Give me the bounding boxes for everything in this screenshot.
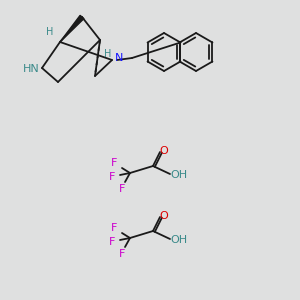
Text: F: F	[119, 249, 125, 259]
Text: H: H	[104, 49, 112, 59]
Text: H: H	[46, 27, 54, 37]
Text: F: F	[109, 172, 115, 182]
Text: HN: HN	[22, 64, 39, 74]
Text: F: F	[109, 237, 115, 247]
Text: F: F	[111, 223, 117, 233]
Text: O: O	[160, 211, 168, 221]
Text: F: F	[111, 158, 117, 168]
Polygon shape	[60, 15, 84, 42]
Text: F: F	[119, 184, 125, 194]
Text: OH: OH	[170, 170, 188, 180]
Text: N: N	[115, 53, 123, 63]
Text: OH: OH	[170, 235, 188, 245]
Text: O: O	[160, 146, 168, 156]
